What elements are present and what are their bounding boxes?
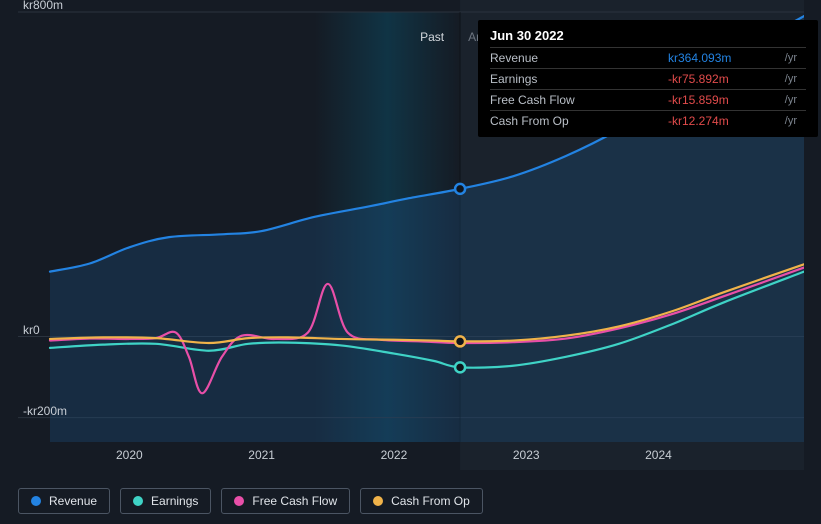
tooltip-row: Revenuekr364.093m/yr bbox=[490, 48, 806, 69]
hover-tooltip: Jun 30 2022 Revenuekr364.093m/yrEarnings… bbox=[478, 20, 818, 137]
x-tick-label: 2023 bbox=[513, 448, 540, 462]
marker-revenue bbox=[455, 184, 465, 194]
tooltip-row-label: Free Cash Flow bbox=[490, 90, 668, 111]
tooltip-row-label: Earnings bbox=[490, 69, 668, 90]
x-tick-label: 2024 bbox=[645, 448, 672, 462]
legend-swatch bbox=[133, 496, 143, 506]
tooltip-row-unit: /yr bbox=[785, 69, 806, 90]
legend-item-earnings[interactable]: Earnings bbox=[120, 488, 211, 514]
y-tick-label: kr0 bbox=[23, 323, 40, 337]
tooltip-row-label: Revenue bbox=[490, 48, 668, 69]
y-tick-label: -kr200m bbox=[23, 404, 67, 418]
tooltip-rows: Revenuekr364.093m/yrEarnings-kr75.892m/y… bbox=[490, 48, 806, 132]
legend-label: Free Cash Flow bbox=[252, 494, 337, 508]
chart-legend: Revenue Earnings Free Cash Flow Cash From O… bbox=[18, 488, 483, 514]
tooltip-row-value: -kr15.859m bbox=[668, 90, 785, 111]
tooltip-row: Free Cash Flow-kr15.859m/yr bbox=[490, 90, 806, 111]
tooltip-row-unit: /yr bbox=[785, 111, 806, 132]
legend-swatch bbox=[373, 496, 383, 506]
x-tick-label: 2020 bbox=[116, 448, 143, 462]
legend-item-revenue[interactable]: Revenue bbox=[18, 488, 110, 514]
tooltip-row-value: -kr12.274m bbox=[668, 111, 785, 132]
legend-item-fcf[interactable]: Free Cash Flow bbox=[221, 488, 350, 514]
tooltip-row-value: kr364.093m bbox=[668, 48, 785, 69]
tooltip-row-label: Cash From Op bbox=[490, 111, 668, 132]
legend-swatch bbox=[31, 496, 41, 506]
legend-label: Earnings bbox=[151, 494, 198, 508]
tooltip-row: Earnings-kr75.892m/yr bbox=[490, 69, 806, 90]
legend-swatch bbox=[234, 496, 244, 506]
financial-chart: kr800m kr0 -kr200m 2020 2021 2022 2023 2024 Pa… bbox=[18, 0, 804, 524]
tooltip-row-unit: /yr bbox=[785, 90, 806, 111]
legend-item-cfo[interactable]: Cash From Op bbox=[360, 488, 483, 514]
tooltip-row: Cash From Op-kr12.274m/yr bbox=[490, 111, 806, 132]
legend-label: Cash From Op bbox=[391, 494, 470, 508]
legend-label: Revenue bbox=[49, 494, 97, 508]
x-tick-label: 2022 bbox=[381, 448, 408, 462]
x-tick-label: 2021 bbox=[248, 448, 275, 462]
y-tick-label: kr800m bbox=[23, 0, 63, 12]
marker-earnings bbox=[455, 362, 465, 372]
tooltip-row-value: -kr75.892m bbox=[668, 69, 785, 90]
past-region-label: Past bbox=[420, 30, 444, 44]
tooltip-date: Jun 30 2022 bbox=[490, 28, 806, 47]
marker-cfo bbox=[455, 336, 465, 346]
tooltip-row-unit: /yr bbox=[785, 48, 806, 69]
